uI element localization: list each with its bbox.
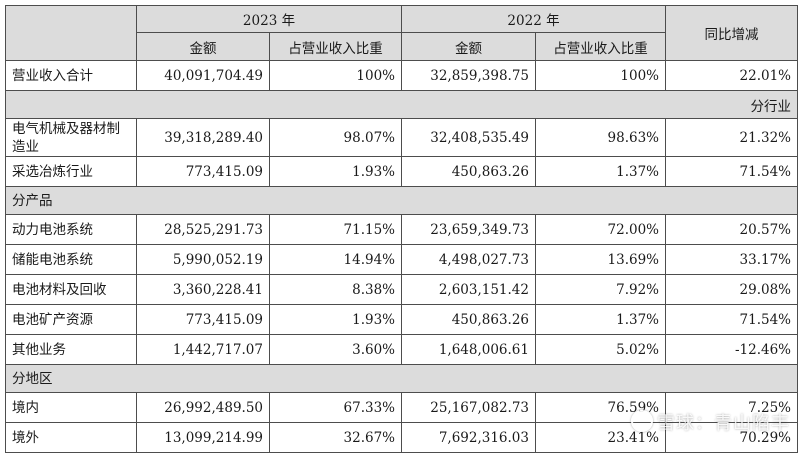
table-row: 境外 13,099,214.99 32.67% 7,692,316.03 23.… (5, 422, 798, 453)
ratio-2023: 67.33% (269, 392, 402, 423)
yoy-change: 70.29% (665, 422, 798, 453)
section-title-industry: 分行业 (5, 90, 798, 119)
ratio-2022: 100% (535, 60, 666, 91)
section-row-product: 分产品 (5, 186, 798, 215)
ratio-2022: 76.59% (535, 392, 666, 423)
yoy-change: 33.17% (665, 244, 798, 275)
table-row: 其他业务 1,442,717.07 3.60% 1,648,006.61 5.0… (5, 334, 798, 365)
ratio-2022: 1.37% (535, 304, 666, 335)
amount-2023: 39,318,289.40 (136, 118, 270, 157)
amount-2023: 3,360,228.41 (136, 274, 270, 305)
row-label: 境内 (5, 392, 137, 423)
row-label: 电气机械及器材制造业 (5, 118, 137, 157)
row-label: 营业收入合计 (5, 60, 137, 91)
amount-2022: 4,498,027.73 (401, 244, 536, 275)
amount-2022: 450,863.26 (401, 156, 536, 187)
yoy-change: -12.46% (665, 334, 798, 365)
header-year-2023: 2023 年 (136, 5, 402, 33)
yoy-change: 29.08% (665, 274, 798, 305)
yoy-change: 71.54% (665, 304, 798, 335)
row-label: 其他业务 (5, 334, 137, 365)
table-row-total: 营业收入合计 40,091,704.49 100% 32,859,398.75 … (5, 60, 798, 91)
amount-2023: 5,990,052.19 (136, 244, 270, 275)
section-row-region: 分地区 (5, 364, 798, 393)
section-row-industry: 分行业 (5, 90, 798, 119)
row-label: 境外 (5, 422, 137, 453)
ratio-2022: 1.37% (535, 156, 666, 187)
amount-2023: 28,525,291.73 (136, 214, 270, 245)
ratio-2022: 5.02% (535, 334, 666, 365)
header-yoy-change: 同比增减 (665, 5, 798, 61)
section-title-product: 分产品 (5, 186, 798, 215)
yoy-change: 21.32% (665, 118, 798, 157)
ratio-2023: 100% (269, 60, 402, 91)
amount-2023: 26,992,489.50 (136, 392, 270, 423)
table-row: 动力电池系统 28,525,291.73 71.15% 23,659,349.7… (5, 214, 798, 245)
header-amount-2022: 金额 (401, 32, 536, 61)
ratio-2023: 1.93% (269, 304, 402, 335)
revenue-breakdown-table: 2023 年 2022 年 同比增减 金额 占营业收入比重 金额 占营业收入比重… (5, 5, 798, 453)
ratio-2023: 32.67% (269, 422, 402, 453)
amount-2023: 40,091,704.49 (136, 60, 270, 91)
ratio-2023: 3.60% (269, 334, 402, 365)
header-year-2022: 2022 年 (401, 5, 666, 33)
table-row: 境内 26,992,489.50 67.33% 25,167,082.73 76… (5, 392, 798, 423)
table-row: 电气机械及器材制造业 39,318,289.40 98.07% 32,408,5… (5, 118, 798, 157)
table-row: 采选冶炼行业 773,415.09 1.93% 450,863.26 1.37%… (5, 156, 798, 187)
ratio-2022: 23.41% (535, 422, 666, 453)
header-amount-2023: 金额 (136, 32, 270, 61)
yoy-change: 22.01% (665, 60, 798, 91)
amount-2022: 1,648,006.61 (401, 334, 536, 365)
table-row: 电池材料及回收 3,360,228.41 8.38% 2,603,151.42 … (5, 274, 798, 305)
ratio-2023: 8.38% (269, 274, 402, 305)
amount-2022: 23,659,349.73 (401, 214, 536, 245)
amount-2023: 773,415.09 (136, 156, 270, 187)
amount-2022: 25,167,082.73 (401, 392, 536, 423)
row-label: 电池矿产资源 (5, 304, 137, 335)
ratio-2023: 98.07% (269, 118, 402, 157)
header-ratio-2023: 占营业收入比重 (269, 32, 402, 61)
amount-2022: 7,692,316.03 (401, 422, 536, 453)
yoy-change: 71.54% (665, 156, 798, 187)
amount-2022: 450,863.26 (401, 304, 536, 335)
ratio-2022: 98.63% (535, 118, 666, 157)
amount-2022: 2,603,151.42 (401, 274, 536, 305)
amount-2023: 1,442,717.07 (136, 334, 270, 365)
ratio-2023: 14.94% (269, 244, 402, 275)
amount-2023: 773,415.09 (136, 304, 270, 335)
ratio-2022: 7.92% (535, 274, 666, 305)
header-blank-cell (5, 5, 137, 61)
yoy-change: 7.25% (665, 392, 798, 423)
yoy-change: 20.57% (665, 214, 798, 245)
row-label: 储能电池系统 (5, 244, 137, 275)
ratio-2023: 71.15% (269, 214, 402, 245)
amount-2022: 32,408,535.49 (401, 118, 536, 157)
amount-2022: 32,859,398.75 (401, 60, 536, 91)
amount-2023: 13,099,214.99 (136, 422, 270, 453)
header-ratio-2022: 占营业收入比重 (535, 32, 666, 61)
section-title-region: 分地区 (5, 364, 798, 393)
table-row: 电池矿产资源 773,415.09 1.93% 450,863.26 1.37%… (5, 304, 798, 335)
row-label: 动力电池系统 (5, 214, 137, 245)
row-label: 电池材料及回收 (5, 274, 137, 305)
ratio-2022: 13.69% (535, 244, 666, 275)
row-label: 采选冶炼行业 (5, 156, 137, 187)
table-row: 储能电池系统 5,990,052.19 14.94% 4,498,027.73 … (5, 244, 798, 275)
ratio-2022: 72.00% (535, 214, 666, 245)
ratio-2023: 1.93% (269, 156, 402, 187)
